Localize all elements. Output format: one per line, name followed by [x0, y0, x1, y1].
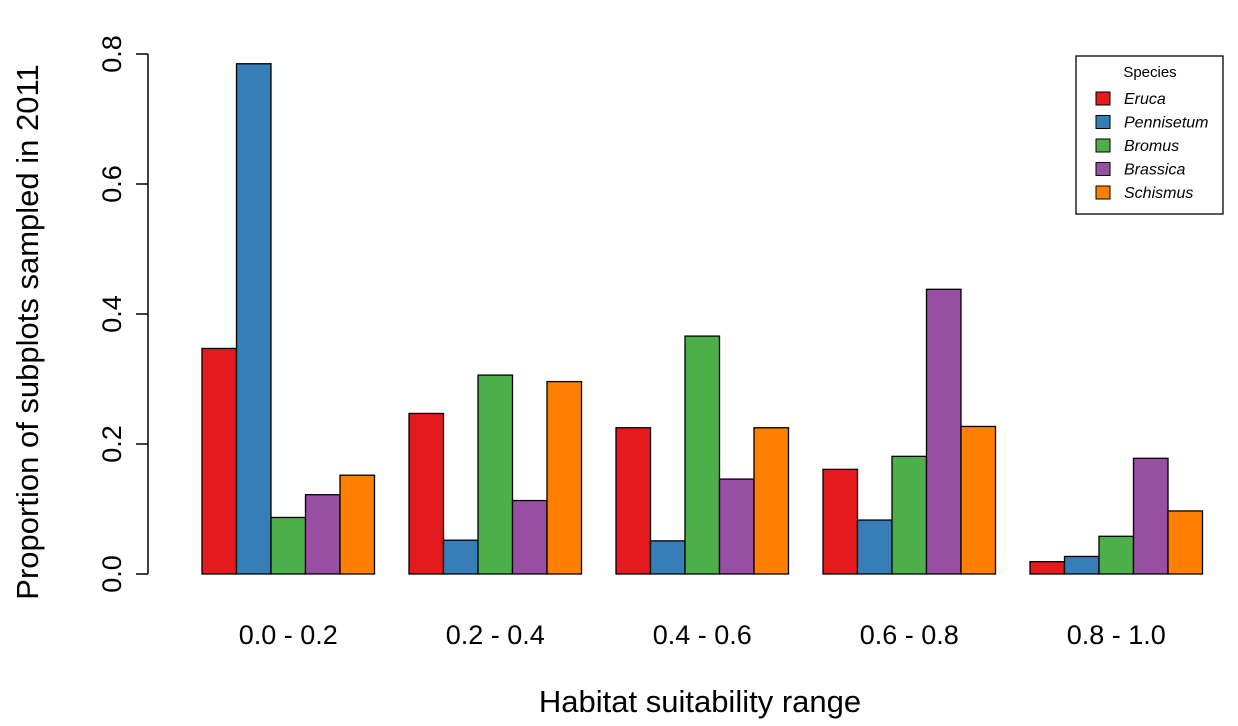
bar-bromus-4 — [1098, 535, 1135, 575]
x-tick-label: 0.2 - 0.4 — [446, 620, 545, 650]
y-axis-title: Proportion of subplots sampled in 2011 — [10, 64, 45, 599]
bar-brassica-2 — [718, 478, 755, 575]
bar-bromus-0 — [270, 516, 307, 575]
x-tick-label: 0.6 - 0.8 — [860, 620, 959, 650]
bar-bromus-1 — [477, 374, 514, 575]
bar-eruca-0 — [201, 347, 238, 575]
legend-swatch — [1095, 91, 1111, 106]
y-tick-label: 0.8 — [97, 35, 127, 73]
legend-items: Eruca Pennisetum Bromus Brassica Schismus — [1095, 91, 1209, 202]
legend-swatch — [1095, 185, 1111, 200]
bar-schismus-4 — [1167, 510, 1204, 575]
legend: Species Eruca Pennisetum Bromus Brassica Sch… — [1075, 55, 1224, 215]
bar-schismus-0 — [339, 474, 376, 575]
bar-pennisetum-3 — [856, 519, 893, 575]
legend-label: Pennisetum — [1124, 115, 1209, 132]
legend-label: Bromus — [1124, 138, 1179, 155]
legend-title: Species — [1123, 64, 1176, 81]
x-tick-label: 0.0 - 0.2 — [239, 620, 338, 650]
bar-schismus-1 — [546, 380, 583, 575]
x-tick-label: 0.8 - 1.0 — [1067, 620, 1166, 650]
legend-swatch — [1095, 115, 1111, 129]
bar-schismus-2 — [753, 427, 790, 575]
y-tick-label: 0.0 — [97, 555, 127, 593]
bar-eruca-2 — [615, 427, 652, 575]
legend-label: Eruca — [1124, 91, 1166, 108]
bar-pennisetum-4 — [1063, 555, 1100, 575]
bar-schismus-3 — [960, 425, 997, 575]
bar-pennisetum-0 — [235, 63, 272, 575]
y-axis: 0.0 0.2 0.4 0.6 0.8 — [97, 35, 149, 593]
legend-swatch — [1095, 162, 1111, 176]
bar-eruca-1 — [408, 412, 445, 575]
legend-label: Brassica — [1124, 162, 1185, 179]
bar-eruca-4 — [1029, 561, 1066, 575]
y-tick-label: 0.4 — [97, 295, 127, 333]
legend-label: Schismus — [1124, 185, 1193, 202]
x-tick-label: 0.4 - 0.6 — [653, 620, 752, 650]
bar-brassica-4 — [1132, 457, 1169, 575]
bar-pennisetum-2 — [649, 540, 686, 575]
bar-bromus-3 — [891, 455, 928, 575]
bars — [201, 63, 1204, 575]
legend-swatch — [1095, 138, 1111, 153]
x-tick-labels: 0.0 - 0.2 0.2 - 0.4 0.4 - 0.6 0.6 - 0.8 0.8 … — [239, 620, 1166, 650]
bar-eruca-3 — [822, 468, 859, 575]
y-tick-label: 0.6 — [97, 165, 127, 203]
y-tick-label: 0.2 — [97, 425, 127, 463]
bar-brassica-0 — [304, 494, 341, 575]
x-axis-title: Habitat suitability range — [539, 684, 861, 719]
bar-brassica-3 — [925, 288, 962, 575]
bar-brassica-1 — [511, 499, 548, 575]
bar-pennisetum-1 — [442, 539, 479, 575]
bar-bromus-2 — [684, 335, 721, 575]
